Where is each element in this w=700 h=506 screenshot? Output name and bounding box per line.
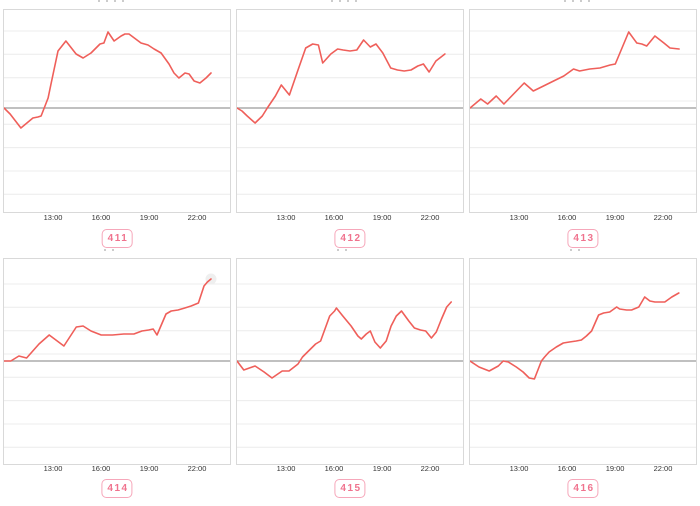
x-axis-ticks: 13:00 16:00 19:00 22:00	[237, 213, 463, 224]
chart-id-badge[interactable]: 411	[101, 229, 133, 248]
x-tick-label: 22:00	[653, 464, 673, 473]
x-tick-label: 22:00	[187, 213, 207, 222]
cropped-title-fragment	[337, 249, 353, 251]
line-chart-svg	[470, 283, 696, 448]
x-axis-ticks: 13:00 16:00 19:00 22:00	[4, 213, 230, 224]
cropped-title-fragment	[98, 0, 128, 2]
plot-area[interactable]	[236, 258, 464, 465]
x-tick-label: 19:00	[372, 464, 392, 473]
chart-cell-415: 13:00 16:00 19:00 22:00 415	[233, 253, 466, 506]
line-chart-svg	[237, 30, 463, 195]
x-tick-label: 22:00	[187, 464, 207, 473]
chart-cell-414: 13:00 16:00 19:00 22:00 414	[0, 253, 233, 506]
x-tick-label: 16:00	[557, 213, 577, 222]
x-tick-label: 16:00	[324, 464, 344, 473]
x-tick-label: 16:00	[91, 213, 111, 222]
x-tick-label: 19:00	[605, 213, 625, 222]
line-chart-svg	[4, 30, 230, 195]
x-tick-label: 13:00	[43, 464, 63, 473]
chart-cell-412: 13:00 16:00 19:00 22:00 412	[233, 0, 466, 253]
cropped-title-fragment	[104, 249, 120, 251]
x-tick-label: 16:00	[557, 464, 577, 473]
cropped-title-fragment	[570, 249, 586, 251]
chart-id-badge[interactable]: 416	[567, 479, 599, 498]
x-axis-ticks: 13:00 16:00 19:00 22:00	[470, 464, 696, 475]
cropped-title-fragment	[331, 0, 361, 2]
x-axis-ticks: 13:00 16:00 19:00 22:00	[237, 464, 463, 475]
x-tick-label: 19:00	[139, 464, 159, 473]
x-tick-label: 16:00	[324, 213, 344, 222]
plot-area[interactable]	[3, 9, 231, 213]
x-axis-ticks: 13:00 16:00 19:00 22:00	[470, 213, 696, 224]
chart-cell-411: 13:00 16:00 19:00 22:00 411	[0, 0, 233, 253]
x-tick-label: 22:00	[653, 213, 673, 222]
chart-cell-413: 13:00 16:00 19:00 22:00 413	[466, 0, 699, 253]
chart-cell-416: 13:00 16:00 19:00 22:00 416	[466, 253, 699, 506]
x-tick-label: 19:00	[372, 213, 392, 222]
x-tick-label: 13:00	[43, 213, 63, 222]
chart-id-badge[interactable]: 415	[334, 479, 366, 498]
line-chart-svg	[4, 273, 230, 448]
x-tick-label: 13:00	[276, 464, 296, 473]
chart-id-badge[interactable]: 412	[334, 229, 366, 248]
line-chart-svg	[470, 30, 696, 195]
x-tick-label: 22:00	[420, 213, 440, 222]
line-chart-svg	[237, 283, 463, 448]
chart-id-badge[interactable]: 413	[567, 229, 599, 248]
x-tick-label: 13:00	[509, 213, 529, 222]
plot-area[interactable]	[469, 258, 697, 465]
x-tick-label: 13:00	[509, 464, 529, 473]
x-axis-ticks: 13:00 16:00 19:00 22:00	[4, 464, 230, 475]
x-tick-label: 13:00	[276, 213, 296, 222]
x-tick-label: 16:00	[91, 464, 111, 473]
plot-area[interactable]	[236, 9, 464, 213]
x-tick-label: 22:00	[420, 464, 440, 473]
cropped-title-fragment	[564, 0, 594, 2]
x-tick-label: 19:00	[605, 464, 625, 473]
chart-id-badge[interactable]: 414	[101, 479, 133, 498]
plot-area[interactable]	[3, 258, 231, 465]
x-tick-label: 19:00	[139, 213, 159, 222]
plot-area[interactable]	[469, 9, 697, 213]
